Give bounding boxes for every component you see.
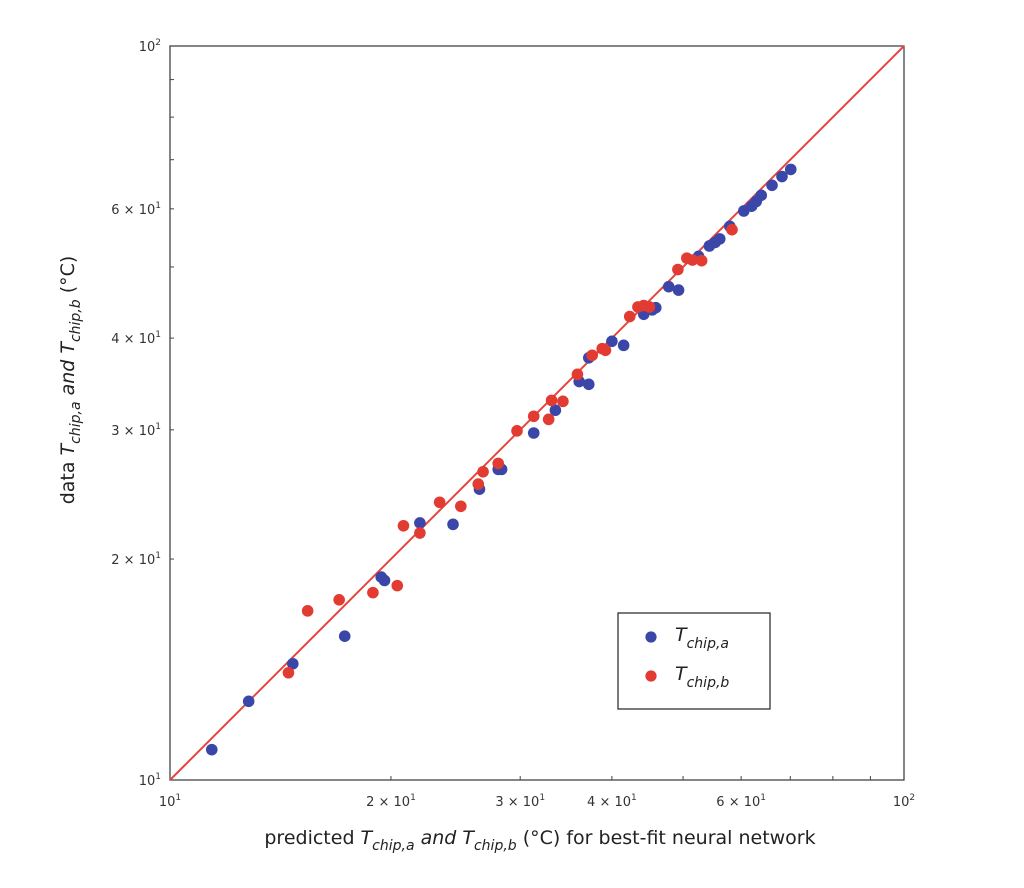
x-label-suffix: (°C) for best-fit neural network [517, 827, 816, 849]
data-point-chip-a [755, 189, 768, 202]
data-point-chip-b [599, 344, 612, 357]
data-point-chip-a [549, 404, 562, 417]
x-tick-label: 6 × 101 [716, 793, 766, 810]
y-tick-label: 101 [139, 772, 161, 789]
data-point-chip-b [571, 368, 584, 381]
data-point-chip-b [623, 310, 636, 323]
data-point-chip-a [582, 378, 595, 391]
data-point-chip-a [447, 518, 459, 531]
data-point-chip-b [301, 605, 314, 617]
tick-marks [170, 79, 871, 780]
y-axis-label: data Tchip,a and Tchip,b (°C) [57, 256, 84, 505]
data-point-chip-a [527, 427, 540, 439]
legend-sub-chip-a: chip,a [687, 636, 729, 652]
tick-labels: 101 101 102 102 2 × 101 2 × 101 3 × 101 3 × 101… [111, 38, 915, 810]
y-tick-label: 6 × 101 [111, 201, 161, 218]
data-point-chip-b [643, 301, 656, 313]
x-tick-label: 4 × 101 [587, 793, 637, 810]
data-points [205, 163, 797, 756]
data-point-chip-a [414, 517, 426, 529]
data-point-chip-b [333, 593, 345, 606]
data-point-chip-b [433, 496, 446, 509]
data-point-chip-a [287, 657, 299, 670]
data-point-chip-b [545, 394, 558, 407]
data-point-chip-a [784, 163, 797, 176]
legend-box [617, 612, 771, 710]
legend-sub-chip-b: chip,b [687, 675, 730, 691]
data-point-chip-b [586, 349, 598, 362]
y-label-suffix: (°C) [57, 256, 79, 300]
data-point-chip-b [282, 666, 295, 679]
y-tick-label: 2 × 101 [111, 551, 161, 568]
x-tick-label: 102 [893, 793, 915, 810]
x-label-sub-a: chip,a [372, 838, 414, 854]
data-point-chip-b [726, 223, 738, 236]
x-label-prefix: predicted [264, 827, 360, 849]
x-axis-label: predicted Tchip,a and Tchip,b (°C) for b… [264, 827, 815, 854]
legend-var-chip-a: T [675, 624, 688, 646]
data-point-chip-b [391, 579, 404, 592]
data-point-chip-b [511, 425, 523, 437]
legend-label-chip-b: Tchip,b [675, 663, 729, 691]
x-tick-label: 3 × 101 [495, 793, 545, 810]
data-point-chip-a [242, 695, 255, 708]
y-label-sub-a: chip,a [68, 401, 84, 443]
y-tick-label: 102 [139, 38, 161, 55]
data-point-chip-b [477, 465, 489, 478]
data-point-chip-b [672, 263, 684, 276]
data-point-chip-b [414, 527, 426, 539]
data-point-chip-b [542, 413, 555, 426]
y-label-var-a: T [57, 442, 79, 455]
x-label-var-a: T [361, 827, 374, 849]
x-label-mid: and [415, 827, 463, 849]
data-point-chip-b [472, 478, 485, 490]
data-point-chip-a [766, 179, 778, 192]
data-point-chip-a [606, 335, 618, 348]
data-point-chip-b [455, 500, 467, 513]
legend-var-chip-b: T [675, 663, 688, 685]
y-label-var-b: T [57, 341, 79, 354]
data-point-chip-a [672, 284, 685, 296]
data-point-chip-a [205, 743, 218, 756]
legend-marker-chip-a [645, 631, 657, 643]
x-tick-label: 2 × 101 [366, 793, 416, 810]
data-point-chip-a [713, 233, 726, 245]
y-tick-label: 4 × 101 [111, 330, 161, 347]
data-point-chip-b [557, 395, 569, 408]
legend-label-chip-a: Tchip,a [675, 624, 729, 652]
data-point-chip-b [686, 254, 699, 266]
x-label-var-b: T [462, 827, 475, 849]
data-point-chip-b [367, 586, 379, 599]
data-point-chip-a [617, 339, 630, 352]
data-point-chip-a [338, 630, 351, 643]
legend: Tchip,a Tchip,b [617, 612, 771, 710]
data-point-chip-b [492, 457, 505, 470]
y-label-sub-b: chip,b [68, 299, 84, 342]
data-point-chip-b [397, 519, 410, 532]
data-point-chip-a [776, 170, 788, 183]
data-point-chip-b [527, 410, 540, 423]
data-point-chip-a [662, 280, 675, 293]
legend-marker-chip-b [645, 670, 657, 682]
y-tick-label: 3 × 101 [111, 422, 161, 439]
x-tick-label: 101 [159, 793, 181, 810]
x-label-sub-b: chip,b [474, 838, 517, 854]
data-point-chip-a [378, 574, 391, 587]
y-label-mid: and [57, 354, 79, 402]
y-label-prefix: data [57, 455, 79, 504]
data-point-chip-b [695, 254, 708, 267]
